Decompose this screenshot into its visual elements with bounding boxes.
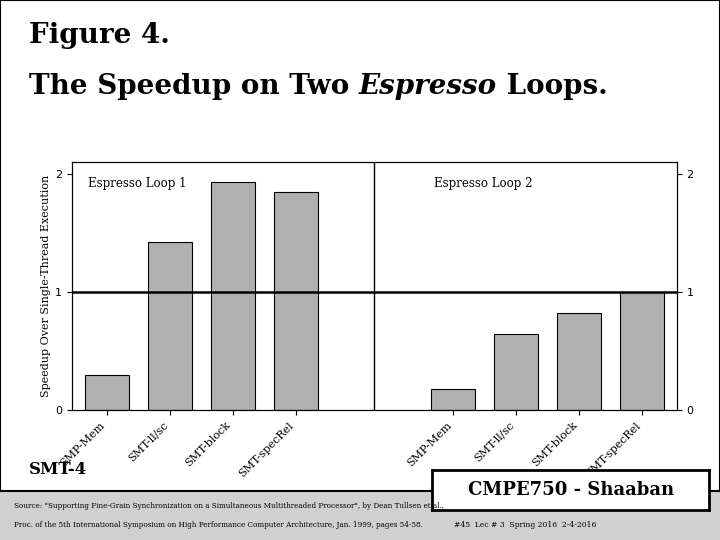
Bar [431,389,475,410]
Bar [148,242,192,410]
Text: Loops.: Loops. [497,73,608,100]
Text: Espresso Loop 2: Espresso Loop 2 [434,177,533,191]
Text: Proc. of the 5th International Symposium on High Performance Computer Architectu: Proc. of the 5th International Symposium… [14,521,423,529]
Text: CMPE750 - Shaaban: CMPE750 - Shaaban [467,481,674,499]
Text: Source: "Supporting Fine-Grain Synchronization on a Simultaneous Multithreaded P: Source: "Supporting Fine-Grain Synchroni… [14,502,444,510]
Text: The Speedup on Two: The Speedup on Two [29,73,359,100]
Bar [620,292,664,410]
Bar [494,334,539,410]
Bar [274,192,318,410]
Text: #45  Lec # 3  Spring 2016  2-4-2016: #45 Lec # 3 Spring 2016 2-4-2016 [454,521,596,529]
Text: SMT-4: SMT-4 [29,461,87,478]
Bar [210,182,255,410]
Text: Figure 4.: Figure 4. [29,22,170,49]
Text: Espresso Loop 1: Espresso Loop 1 [88,177,186,191]
Bar [85,375,129,410]
Text: Espresso: Espresso [359,73,497,100]
Y-axis label: Speedup Over Single-Thread Execution: Speedup Over Single-Thread Execution [41,175,51,397]
Bar [557,313,601,410]
